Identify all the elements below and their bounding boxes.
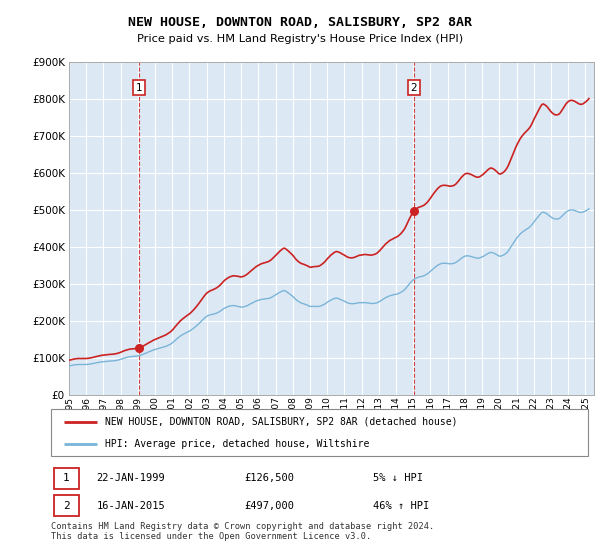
Text: 1: 1 — [63, 474, 70, 483]
Text: 1: 1 — [136, 82, 142, 92]
Text: £497,000: £497,000 — [244, 501, 295, 511]
Text: 5% ↓ HPI: 5% ↓ HPI — [373, 474, 423, 483]
FancyBboxPatch shape — [53, 468, 79, 489]
Text: 16-JAN-2015: 16-JAN-2015 — [97, 501, 166, 511]
Text: NEW HOUSE, DOWNTON ROAD, SALISBURY, SP2 8AR (detached house): NEW HOUSE, DOWNTON ROAD, SALISBURY, SP2 … — [105, 417, 457, 427]
Text: 22-JAN-1999: 22-JAN-1999 — [97, 474, 166, 483]
Text: HPI: Average price, detached house, Wiltshire: HPI: Average price, detached house, Wilt… — [105, 438, 369, 449]
Text: Price paid vs. HM Land Registry's House Price Index (HPI): Price paid vs. HM Land Registry's House … — [137, 34, 463, 44]
FancyBboxPatch shape — [51, 409, 588, 456]
Text: NEW HOUSE, DOWNTON ROAD, SALISBURY, SP2 8AR: NEW HOUSE, DOWNTON ROAD, SALISBURY, SP2 … — [128, 16, 472, 29]
Text: £126,500: £126,500 — [244, 474, 295, 483]
Text: Contains HM Land Registry data © Crown copyright and database right 2024.
This d: Contains HM Land Registry data © Crown c… — [51, 522, 434, 542]
Text: 46% ↑ HPI: 46% ↑ HPI — [373, 501, 430, 511]
FancyBboxPatch shape — [53, 496, 79, 516]
Text: 2: 2 — [63, 501, 70, 511]
Text: 2: 2 — [410, 82, 417, 92]
